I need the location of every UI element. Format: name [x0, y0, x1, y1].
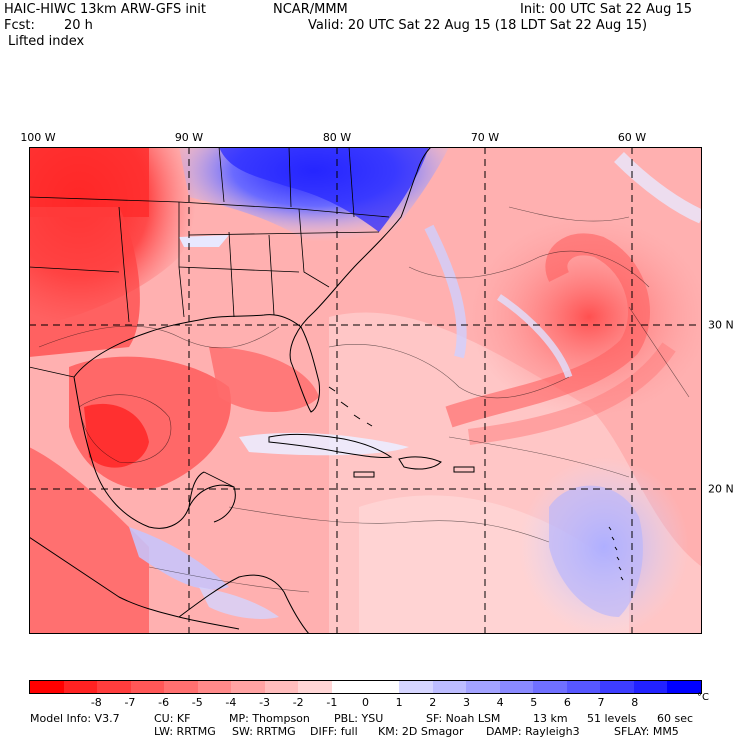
colorbar-tick-label: -3: [259, 696, 271, 709]
colorbar-cell: [667, 681, 701, 693]
colorbar-cell: [164, 681, 198, 693]
colorbar-tick-label: 7: [597, 696, 605, 709]
footer-resolution: 13 km: [533, 712, 568, 725]
colorbar-cell: [97, 681, 131, 693]
lat-label-30n: 30 N: [708, 318, 734, 332]
colorbar-cell: [432, 681, 467, 693]
colorbar-tick-label: -4: [225, 696, 237, 709]
colorbar-cell: [533, 681, 567, 693]
colorbar-cell: [466, 681, 500, 693]
colorbar-tick-label: 8: [631, 696, 639, 709]
colorbar-cell: [566, 681, 601, 693]
colorbar-tick-label: 2: [429, 696, 437, 709]
footer-timestep: 60 sec: [657, 712, 694, 725]
forecast-label: Fcst:: [4, 18, 35, 33]
footer-sw: SW: RRTMG: [232, 725, 296, 738]
footer-levels: 51 levels: [587, 712, 637, 725]
lon-label-60w: 60 W: [617, 131, 647, 144]
model-title: HAIC-HIWC 13km ARW-GFS init: [4, 2, 206, 17]
footer-damp: DAMP: Rayleigh3: [486, 725, 580, 738]
colorbar-tick-label: 1: [395, 696, 403, 709]
forecast-hour: 20 h: [64, 18, 93, 33]
footer-lw: LW: RRTMG: [154, 725, 216, 738]
colorbar-tick-label: -7: [124, 696, 136, 709]
colorbar-cell: [633, 681, 668, 693]
colorbar-tick-label: -1: [326, 696, 338, 709]
footer-sflay: SFLAY: MM5: [614, 725, 679, 738]
colorbar-cell: [30, 681, 64, 693]
colorbar-cell: [331, 681, 366, 693]
colorbar-unit: °C: [697, 692, 709, 703]
colorbar-tick-label: 6: [563, 696, 571, 709]
colorbar-cell: [600, 681, 634, 693]
field-name: Lifted index: [8, 34, 85, 49]
colorbar-tick-label: -6: [158, 696, 170, 709]
colorbar-cell: [231, 681, 265, 693]
lifted-index-map: [29, 147, 702, 634]
org-label: NCAR/MMM: [273, 2, 348, 17]
lon-label-90w: 90 W: [174, 131, 204, 144]
footer-km: KM: 2D Smagor: [378, 725, 464, 738]
lon-label-100w: 100 W: [20, 131, 56, 144]
colorbar-tick-label: 4: [496, 696, 504, 709]
colorbar-tick-label: -5: [191, 696, 203, 709]
colorbar-tick-label: 3: [462, 696, 470, 709]
colorbar-tick-label: -2: [292, 696, 304, 709]
colorbar-cell: [63, 681, 98, 693]
colorbar-cell: [365, 681, 400, 693]
lat-label-20n: 20 N: [708, 482, 734, 496]
footer-diff: DIFF: full: [310, 725, 358, 738]
footer-cu: CU: KF: [154, 712, 191, 725]
footer-mp: MP: Thompson: [229, 712, 310, 725]
lon-label-70w: 70 W: [470, 131, 500, 144]
init-time: Init: 00 UTC Sat 22 Aug 15: [520, 2, 693, 17]
colorbar-cell: [130, 681, 165, 693]
colorbar-cell: [197, 681, 232, 693]
colorbar: [29, 680, 702, 694]
valid-time: Valid: 20 UTC Sat 22 Aug 15 (18 LDT Sat …: [308, 18, 648, 33]
colorbar-cell: [298, 681, 332, 693]
footer-sf: SF: Noah LSM: [426, 712, 501, 725]
colorbar-cell: [499, 681, 534, 693]
footer-pbl: PBL: YSU: [334, 712, 384, 725]
colorbar-tick-label: 0: [362, 696, 369, 709]
colorbar-tick-label: 5: [530, 696, 538, 709]
lon-label-80w: 80 W: [322, 131, 352, 144]
colorbar-tick-label: -8: [90, 696, 102, 709]
colorbar-cell: [399, 681, 433, 693]
colorbar-cell: [264, 681, 299, 693]
footer-model-info: Model Info: V3.7: [30, 712, 120, 725]
